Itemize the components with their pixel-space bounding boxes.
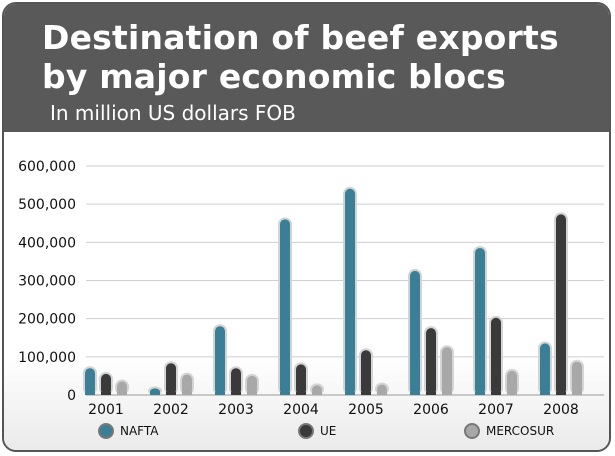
bar-nafta-2008 [538,341,552,395]
x-tick-label: 2001 [88,402,124,418]
bar-ue-2004 [294,362,308,395]
y-tick-label: 300,000 [18,274,76,290]
x-tick-label: 2003 [218,402,254,418]
x-tick-label: 2004 [283,402,319,418]
bar-mercosur-2004 [310,383,324,395]
y-tick-label: 600,000 [18,159,76,175]
bar-mercosur-2005 [375,382,389,395]
x-tick-label: 2008 [543,402,579,418]
legend-item-ue: UE [298,423,336,439]
legend-label: UE [320,424,336,438]
legend: NAFTA UE MERCOSUR [98,423,554,439]
bar-ue-2008 [554,212,568,395]
y-axis: 0 100,000 200,000 300,000 400,000 500,000 600,… [18,159,76,404]
bar-nafta-2001 [83,366,97,395]
bar-nafta-2007 [473,245,487,395]
bar-nafta-2003 [213,324,227,395]
legend-label: NAFTA [120,424,159,438]
bar-nafta-2004 [278,217,292,395]
x-tick-label: 2007 [478,402,514,418]
bar-mercosur-2002 [180,372,194,395]
y-tick-label: 200,000 [18,312,76,328]
bar-mercosur-2007 [505,368,519,395]
bar-ue-2006 [424,326,438,395]
plot-background [4,132,609,450]
x-tick-label: 2005 [348,402,384,418]
legend-swatch [298,423,314,439]
bar-mercosur-2006 [440,345,454,395]
x-tick-label: 2002 [153,402,189,418]
legend-item-mercosur: MERCOSUR [464,423,554,439]
bar-mercosur-2001 [115,379,129,395]
x-tick-label: 2006 [413,402,449,418]
bar-ue-2003 [229,366,243,395]
legend-item-nafta: NAFTA [98,423,159,439]
chart-title: Destination of beef exports by major eco… [42,18,559,96]
y-tick-label: 500,000 [18,197,76,213]
legend-swatch [464,423,480,439]
legend-label: MERCOSUR [486,424,554,438]
bar-nafta-2006 [408,268,422,395]
bar-ue-2002 [164,361,178,395]
bar-nafta-2002 [148,386,162,395]
chart-subtitle: In million US dollars FOB [50,101,296,125]
legend-swatch [98,423,114,439]
y-tick-label: 400,000 [18,235,76,251]
bar-mercosur-2003 [245,373,259,395]
bar-ue-2007 [489,315,503,395]
y-tick-label: 0 [67,388,76,404]
bars [83,186,584,395]
x-axis: 2001 2002 2003 2004 2005 2006 2007 2008 [88,402,579,418]
bar-ue-2005 [359,348,373,395]
chart-card: Destination of beef exports by major eco… [2,2,611,452]
y-tick-label: 100,000 [18,350,76,366]
bar-nafta-2005 [343,186,357,395]
bar-ue-2001 [99,371,113,395]
bar-mercosur-2008 [570,359,584,395]
chart-header: Destination of beef exports by major eco… [4,4,609,132]
